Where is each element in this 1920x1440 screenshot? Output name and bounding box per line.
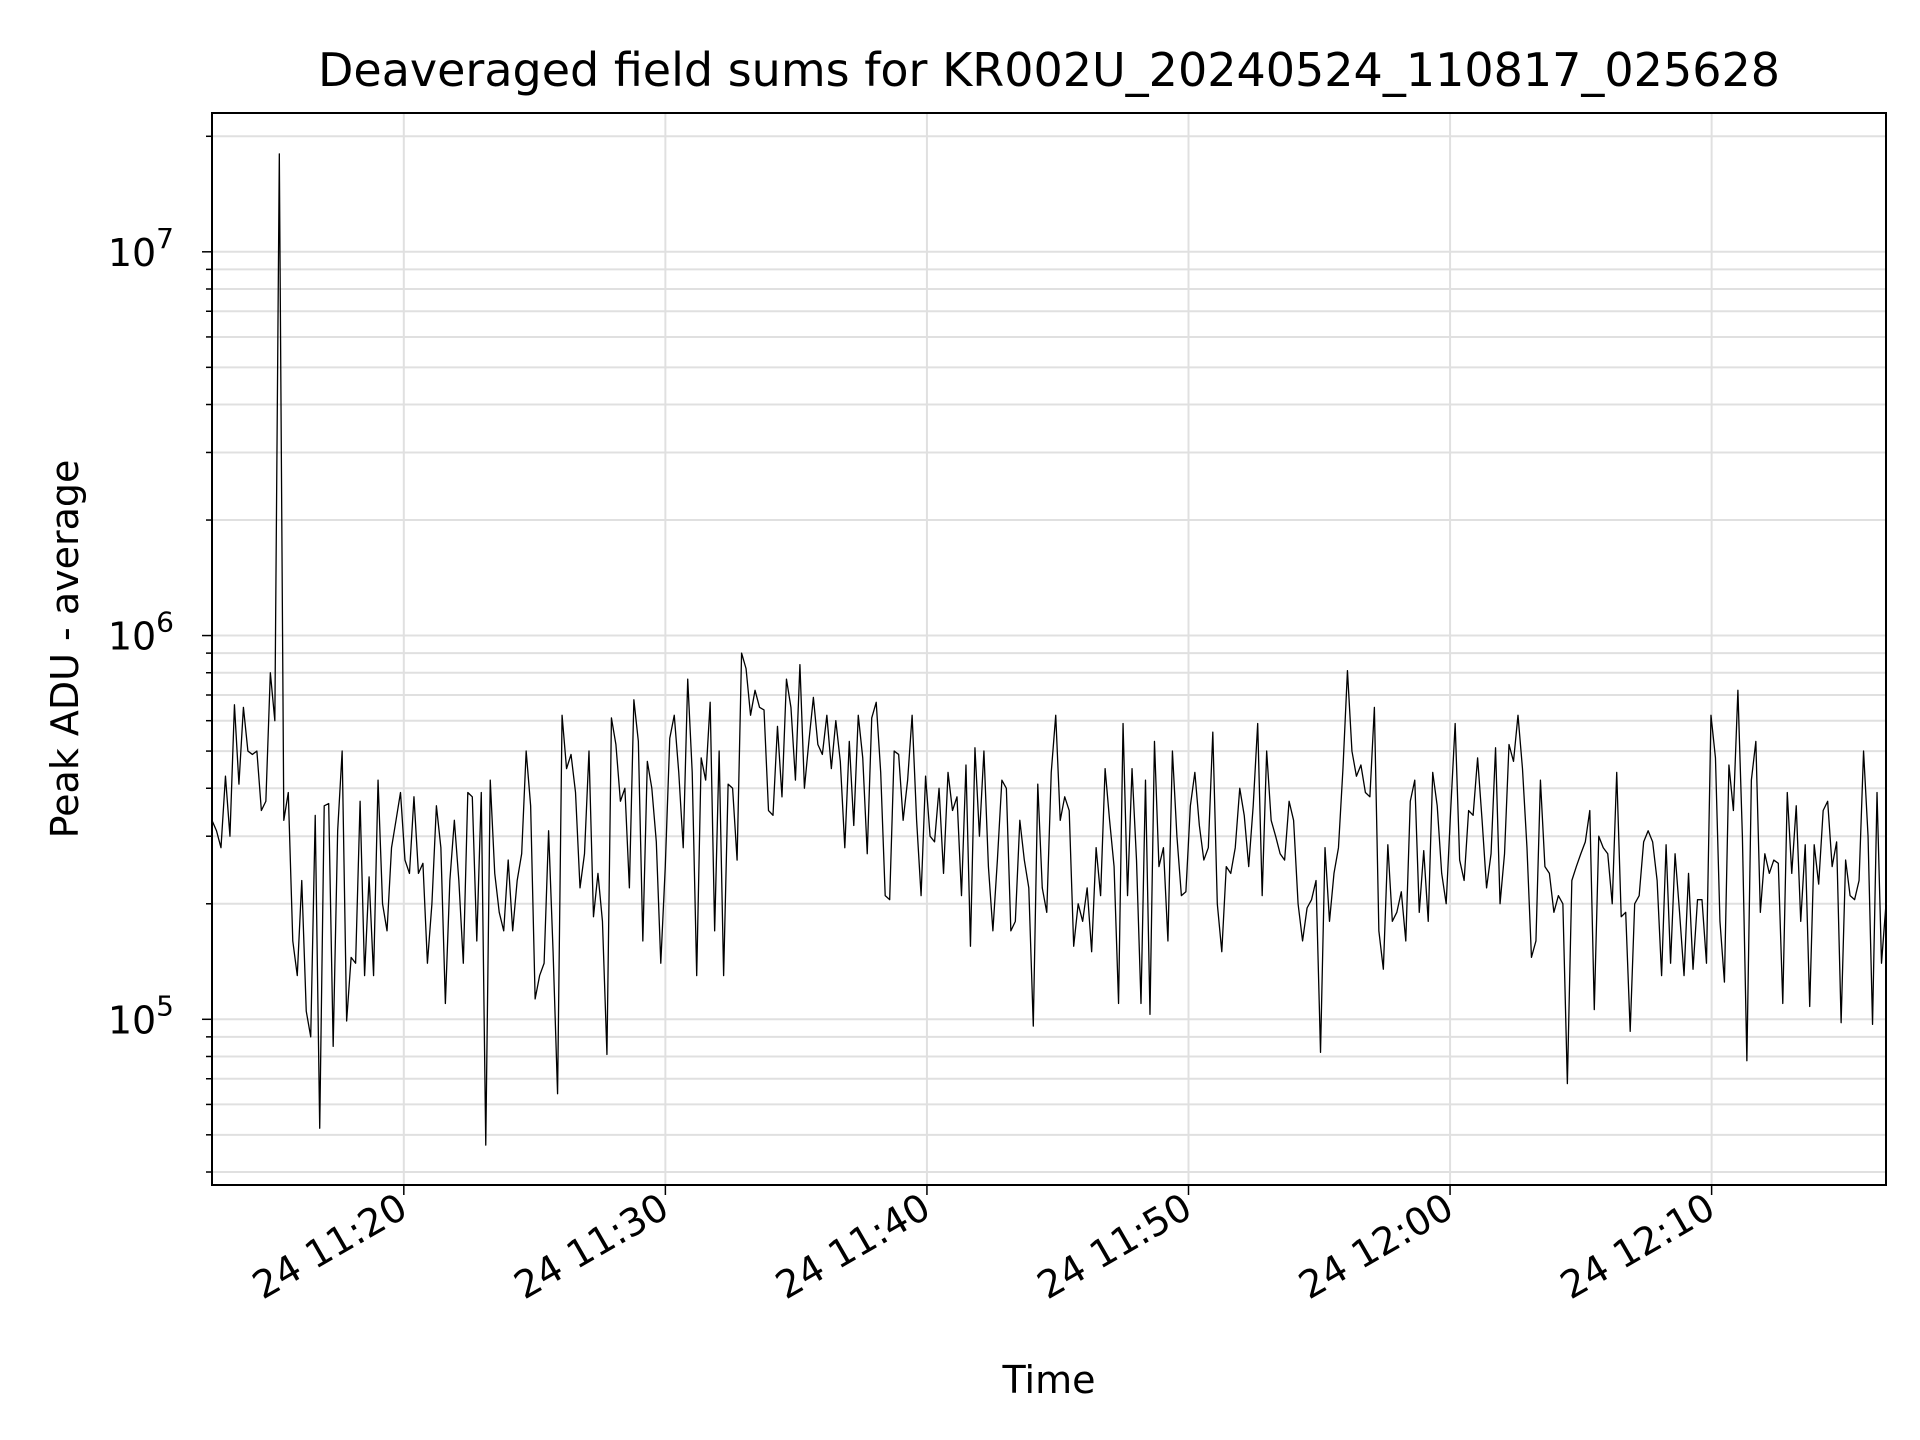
y-tick-label-exponent: 6 bbox=[156, 606, 174, 639]
y-tick-label-base: 10 bbox=[108, 615, 156, 659]
y-tick-label: 106 bbox=[108, 606, 174, 659]
plot-area bbox=[211, 112, 1887, 1186]
y-tick-label: 107 bbox=[108, 222, 174, 275]
y-tick-label-exponent: 5 bbox=[156, 989, 174, 1022]
series-line bbox=[211, 153, 1887, 1146]
y-tick-label-base: 10 bbox=[108, 998, 156, 1042]
y-tick-label-exponent: 7 bbox=[156, 222, 174, 255]
chart-title: Deaveraged field sums for KR002U_2024052… bbox=[318, 43, 1780, 97]
y-tick-label-base: 10 bbox=[108, 231, 156, 275]
grid bbox=[212, 113, 1886, 1185]
x-axis-label: Time bbox=[1002, 1358, 1096, 1402]
y-axis-label: Peak ADU - average bbox=[43, 460, 87, 839]
y-tick-label: 105 bbox=[108, 989, 174, 1042]
